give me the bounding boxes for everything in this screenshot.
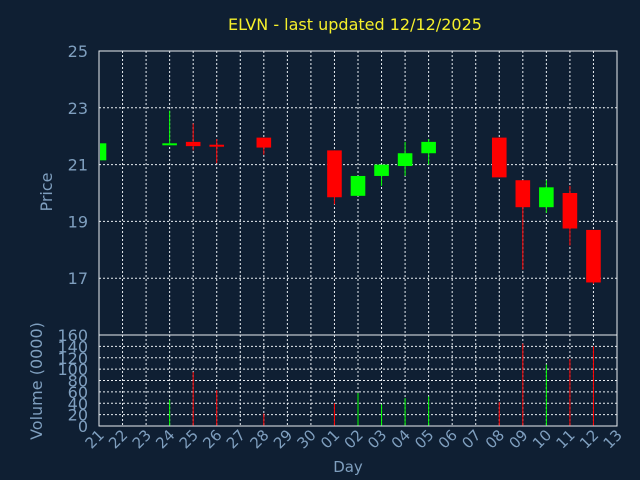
price-candles — [98, 110, 601, 284]
chart-title: ELVN - last updated 12/12/2025 — [228, 15, 482, 34]
candle-body — [515, 180, 531, 208]
volume-tick-label: 100 — [57, 360, 88, 379]
candle-body — [327, 150, 342, 198]
x-tick-label: 12 — [576, 426, 602, 452]
candle-body — [256, 137, 272, 148]
volume-tick-label: 140 — [57, 337, 88, 356]
candle-body — [374, 164, 389, 176]
x-tick-label: 04 — [388, 426, 414, 452]
x-tick-label: 30 — [294, 426, 320, 452]
x-tick-label: 13 — [600, 426, 626, 452]
x-tick-label: 01 — [317, 426, 343, 452]
volume-tick-label: 20 — [68, 406, 88, 425]
volume-axis-label: Volume (0000) — [27, 322, 46, 440]
x-tick-label: 10 — [529, 426, 555, 452]
candle-body — [185, 141, 201, 147]
price-tick-label: 25 — [68, 42, 88, 61]
x-tick-label: 28 — [246, 426, 272, 452]
x-tick-label: 22 — [105, 426, 131, 452]
x-tick-label: 06 — [435, 426, 461, 452]
candle-body — [162, 143, 177, 146]
x-tick-label: 25 — [176, 426, 202, 452]
candle-body — [397, 153, 413, 167]
x-tick-label: 27 — [223, 426, 249, 452]
candle-body — [209, 144, 225, 147]
x-tick-label: 29 — [270, 426, 296, 452]
candle-body — [562, 193, 578, 229]
price-tick-label: 17 — [68, 269, 88, 288]
volume-tick-label: 80 — [68, 372, 88, 391]
candle-body — [350, 175, 366, 196]
x-tick-label: 09 — [505, 426, 531, 452]
volume-tick-label: 160 — [57, 326, 88, 345]
candle-body — [100, 143, 107, 161]
candle-body — [586, 229, 601, 283]
x-tick-label: 24 — [152, 426, 178, 452]
price-axis-label: Price — [37, 172, 56, 211]
x-tick-label: 11 — [553, 426, 579, 452]
x-tick-label: 05 — [411, 426, 437, 452]
volume-tick-label: 60 — [68, 383, 88, 402]
price-tick-label: 19 — [68, 212, 88, 231]
x-tick-label: 03 — [364, 426, 390, 452]
price-y-ticks: 17 19 21 23 25 — [68, 42, 88, 288]
x-axis-label: Day — [333, 458, 363, 476]
candle-body — [421, 141, 436, 154]
candle-body — [491, 137, 507, 178]
volume-bars — [169, 343, 594, 426]
price-tick-label: 21 — [68, 156, 88, 175]
volume-tick-label: 40 — [68, 394, 88, 413]
x-tick-label: 02 — [341, 426, 367, 452]
volume-panel-frame — [98, 334, 618, 427]
volume-tick-label: 120 — [57, 349, 88, 368]
x-tick-label: 26 — [199, 426, 225, 452]
x-tick-label: 08 — [482, 426, 508, 452]
price-tick-label: 23 — [68, 99, 88, 118]
x-tick-label: 07 — [458, 426, 484, 452]
volume-tick-label: 0 — [78, 417, 88, 436]
x-tick-label: 23 — [129, 426, 155, 452]
x-ticks: 2122232425262728293001020304050607080910… — [82, 426, 626, 452]
candle-body — [539, 187, 554, 208]
